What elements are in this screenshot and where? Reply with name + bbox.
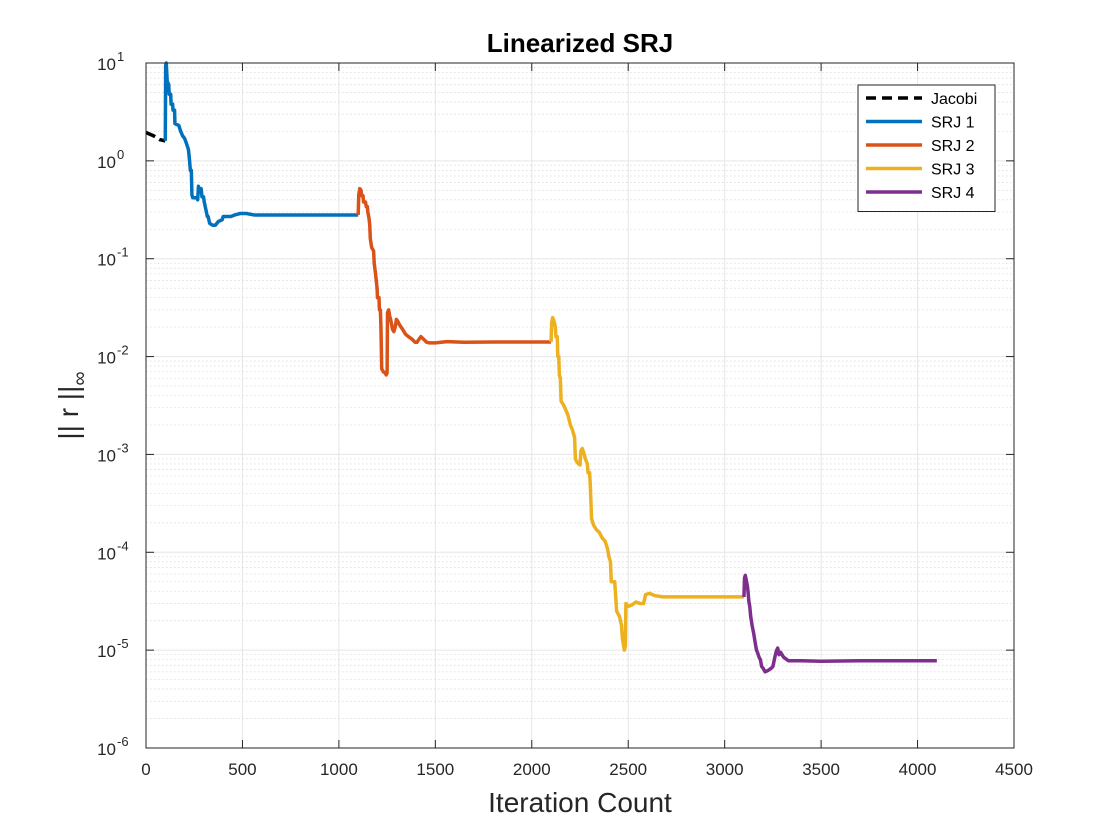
y-tick-exponent: -4: [117, 538, 129, 553]
y-tick-label: 10: [97, 349, 116, 368]
legend-label: SRJ 2: [931, 138, 975, 155]
y-tick-exponent: 1: [117, 49, 124, 64]
y-tick-exponent: -6: [117, 734, 129, 749]
y-tick-label: 10: [97, 740, 116, 759]
plot-area-frame: [145, 62, 1015, 749]
y-tick-label: 10: [97, 55, 116, 74]
legend: Jacobi SRJ 1 SRJ 2 SRJ 3 SRJ 4: [857, 84, 996, 212]
x-tick-label: 3500: [802, 760, 840, 779]
x-tick-label: 2500: [609, 760, 647, 779]
x-tick-label: 4000: [899, 760, 937, 779]
legend-label: Jacobi: [931, 91, 977, 108]
series-line-srj-3: [549, 315, 744, 652]
y-axis-label-subscript: ∞: [69, 371, 91, 385]
y-tick-exponent: -5: [117, 636, 129, 651]
y-tick-label: 10: [97, 251, 116, 270]
x-tick-label: 1000: [320, 760, 358, 779]
series-line-srj-2: [356, 186, 552, 377]
y-tick-label: 10: [97, 446, 116, 465]
series-line-srj-1: [163, 61, 359, 227]
y-axis-label-main: || r ||: [53, 386, 84, 440]
chart-title: Linearized SRJ: [487, 28, 673, 58]
legend-label: SRJ 1: [931, 115, 975, 132]
legend-label: SRJ 4: [931, 185, 975, 202]
series-line-jacobi: [145, 130, 166, 143]
x-tick-label: 3000: [706, 760, 744, 779]
y-tick-exponent: -2: [117, 343, 129, 358]
x-tick-label: 0: [141, 760, 150, 779]
y-tick-label: 10: [97, 153, 116, 172]
y-tick-exponent: 0: [117, 147, 124, 162]
series-lines: [145, 61, 937, 674]
series-line-srj-4: [742, 573, 937, 674]
x-tick-label: 2000: [513, 760, 551, 779]
y-tick-label: 10: [97, 544, 116, 563]
x-tick-label: 500: [228, 760, 256, 779]
x-axis-label: Iteration Count: [488, 787, 672, 818]
y-tick-label: 10: [97, 642, 116, 661]
x-tick-label: 4500: [995, 760, 1033, 779]
legend-label: SRJ 3: [931, 162, 975, 179]
x-tick-label: 1500: [416, 760, 454, 779]
y-tick-exponent: -1: [117, 245, 129, 260]
y-tick-exponent: -3: [117, 440, 129, 455]
y-axis-label: || r ||∞: [53, 371, 91, 439]
